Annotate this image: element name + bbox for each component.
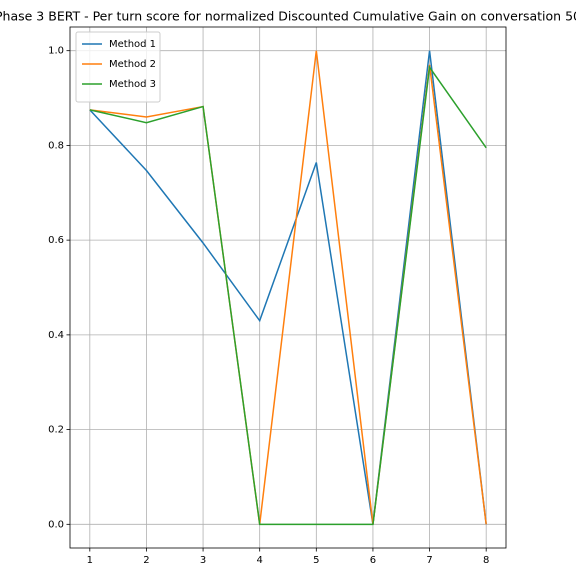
x-tick-label: 5 xyxy=(313,555,319,566)
legend-label: Method 3 xyxy=(109,79,156,90)
y-tick-label: 0.8 xyxy=(48,140,64,151)
chart-title: Phase 3 BERT - Per turn score for normal… xyxy=(0,9,576,24)
y-tick-label: 0.2 xyxy=(48,425,64,436)
x-tick-label: 8 xyxy=(483,555,489,566)
y-tick-label: 0.4 xyxy=(48,330,64,341)
x-tick-label: 2 xyxy=(143,555,149,566)
x-tick-label: 1 xyxy=(87,555,93,566)
y-tick-label: 0.6 xyxy=(48,235,64,246)
plot-frame xyxy=(69,26,507,549)
x-tick-label: 7 xyxy=(426,555,432,566)
line xyxy=(89,65,487,526)
line xyxy=(89,50,487,525)
legend-label: Method 1 xyxy=(109,39,156,50)
x-tick-label: 3 xyxy=(200,555,206,566)
y-tick-label: 0.0 xyxy=(48,519,64,530)
x-tick-label: 6 xyxy=(370,555,376,566)
legend-label: Method 2 xyxy=(109,59,156,70)
y-tick-label: 1.0 xyxy=(48,46,64,57)
x-tick-label: 4 xyxy=(257,555,263,566)
legend: Method 1 Method 2 Method 3 xyxy=(75,31,161,103)
